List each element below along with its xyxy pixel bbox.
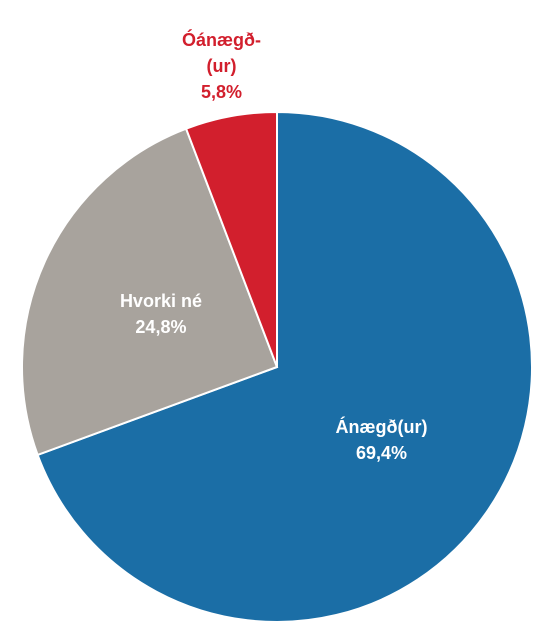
category-label: Hvorki né bbox=[119, 291, 202, 312]
pie-slice bbox=[184, 110, 278, 368]
category-label: Ánægð(ur) bbox=[335, 416, 428, 437]
slice-label: Óánægð-(ur) 5,8% bbox=[182, 27, 262, 105]
slice-label: Hvorki né 24,8% bbox=[120, 288, 202, 340]
category-label: Óánægð-(ur) bbox=[182, 30, 262, 77]
slice-label: Ánægð(ur) 69,4% bbox=[336, 414, 428, 466]
pie-slice bbox=[21, 127, 279, 457]
pie-slice bbox=[36, 110, 533, 623]
value-label: 69,4% bbox=[356, 442, 408, 463]
value-label: 5,8% bbox=[201, 82, 243, 103]
value-label: 24,8% bbox=[135, 317, 187, 338]
